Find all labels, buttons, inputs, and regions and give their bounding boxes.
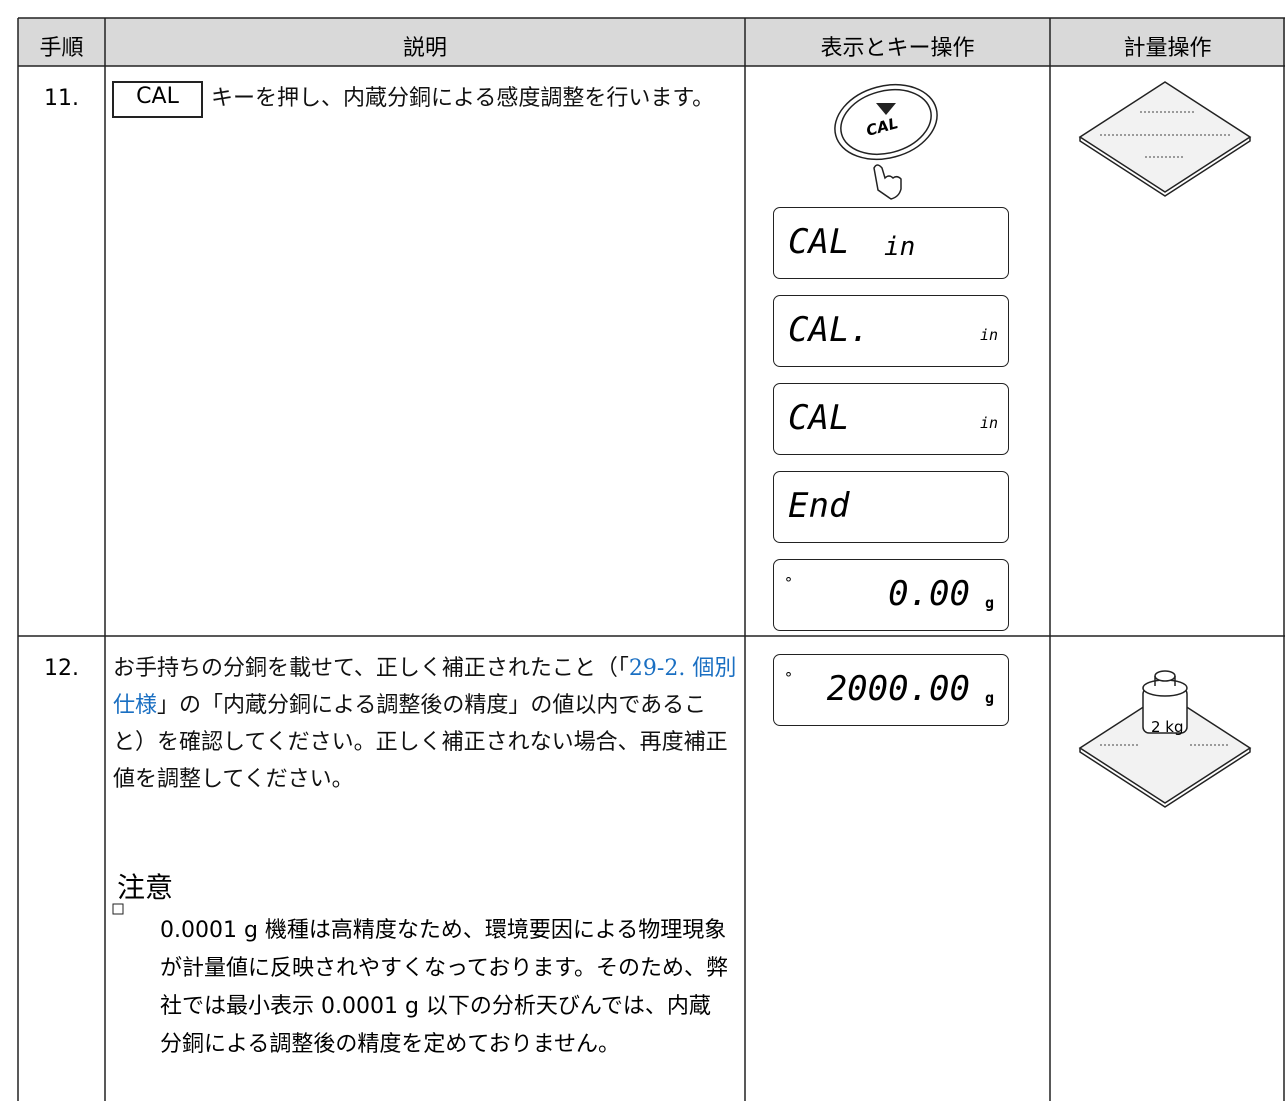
display-value: 0.00 [888,574,970,614]
step: 11. [44,86,79,111]
weight-label: 2 kg [1151,718,1184,736]
display-unit: g [984,689,994,707]
lcd-display: 0.00 g ° [773,559,1009,631]
text: お手持ちの分銅を載せて、正しく補正されたこと（「 [113,656,629,681]
header-cell: 手順 [39,36,84,61]
note: 0.0001 g 機種は高精度なため、環境要因による物理現象が計量値に反映されや… [160,918,729,1057]
description: キーを押し、内蔵分銅による感度調整を行います。 [211,86,715,111]
display-sub: in [979,326,998,344]
display-value: 2000.00 [826,669,970,709]
display-value: CAL. [788,310,870,350]
description: お手持ちの分銅を載せて、正しく補正されたこと（「29-2. 個別仕様」の「内蔵分… [113,650,738,798]
display-value: CAL [788,222,850,262]
header-cell: 表示とキー操作 [820,36,975,61]
key-label: CAL [136,84,179,109]
lcd-display: CAL in [773,207,1009,279]
text: 」の「内蔵分銅による調整後の精度」の値以内であること）を確認してください。正しく… [113,693,728,792]
display-value: End [788,486,850,526]
display-unit: g [984,594,994,612]
lcd-display: 2000.00 g ° [773,654,1009,726]
lcd-display: End [773,471,1009,543]
note-title: 注意 [117,871,174,904]
stable-mark: ° [784,574,794,592]
header-cell: 説明 [402,36,447,61]
lcd-display: CAL. in [773,295,1009,367]
step: 12. [44,656,79,681]
display-sub: in [884,232,916,262]
display-value: CAL [788,398,850,438]
link[interactable]: 29-2. 個別仕様 [113,656,737,718]
lcd-display: CAL in [773,383,1009,455]
header-cell: 計量操作 [1123,36,1212,61]
display-sub: in [979,414,998,432]
stable-mark: ° [784,669,794,687]
